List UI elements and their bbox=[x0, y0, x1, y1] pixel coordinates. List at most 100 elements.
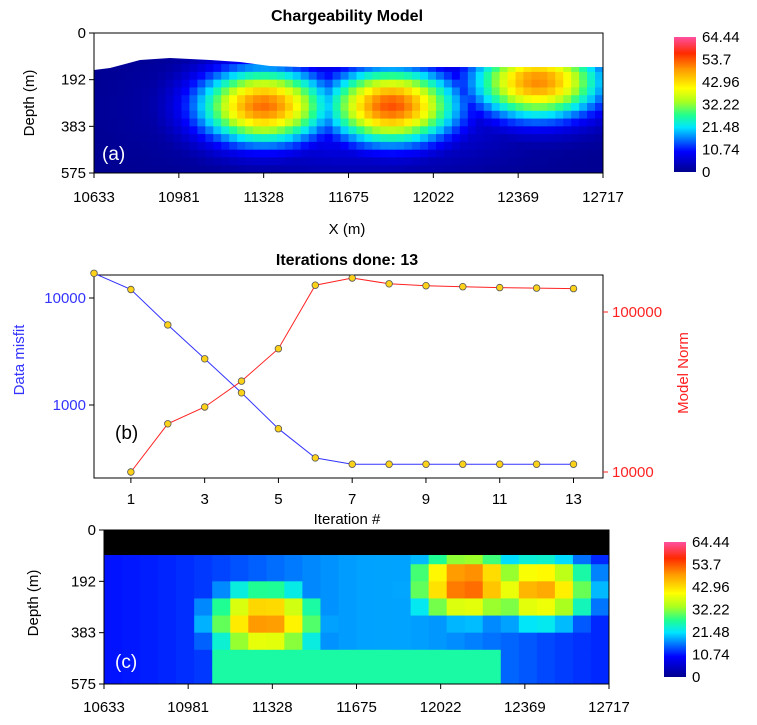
heatmap-cell bbox=[213, 56, 222, 65]
heatmap-cell bbox=[380, 118, 389, 127]
heatmap-cell bbox=[338, 598, 358, 617]
heatmap-cell bbox=[404, 79, 413, 89]
heatmap-cell bbox=[563, 141, 572, 151]
heatmap-cell bbox=[547, 126, 556, 135]
heatmap-cell bbox=[141, 149, 151, 159]
heatmap-cell bbox=[435, 103, 445, 112]
heatmap-cell bbox=[515, 157, 525, 166]
series-point-model-norm bbox=[274, 345, 283, 353]
heatmap-cell bbox=[499, 110, 509, 120]
heatmap-cell bbox=[396, 110, 405, 120]
heatmap-cell bbox=[595, 149, 603, 159]
heatmap-cell bbox=[266, 581, 285, 600]
heatmap-cell bbox=[165, 134, 175, 143]
panel-c-x-label: 11328 bbox=[252, 699, 293, 716]
heatmap-cell bbox=[595, 103, 603, 112]
heatmap-cell bbox=[292, 126, 302, 135]
panel-c-colorbar-label: 42.96 bbox=[692, 579, 730, 596]
heatmap-cell bbox=[587, 71, 596, 81]
heatmap-cell bbox=[348, 126, 358, 135]
heatmap-cell bbox=[388, 126, 397, 135]
heatmap-cell bbox=[554, 632, 574, 651]
heatmap-cell bbox=[491, 134, 501, 143]
heatmap-cell bbox=[324, 64, 334, 73]
heatmap-cell bbox=[340, 103, 350, 112]
heatmap-cell bbox=[157, 64, 167, 73]
heatmap-cell bbox=[173, 64, 183, 73]
heatmap-cell bbox=[248, 564, 267, 582]
heatmap-cell bbox=[554, 598, 574, 617]
heatmap-cell bbox=[181, 165, 191, 173]
panel-a-x-label: 12369 bbox=[497, 189, 539, 206]
heatmap-cell bbox=[475, 95, 485, 104]
heatmap-cell bbox=[284, 103, 294, 112]
series-point-model-norm bbox=[127, 468, 135, 476]
heatmap-cell bbox=[212, 615, 231, 634]
heatmap-cell bbox=[464, 564, 484, 582]
heatmap-cell bbox=[338, 615, 358, 634]
heatmap-cell bbox=[571, 141, 580, 151]
heatmap-cell bbox=[237, 134, 246, 143]
heatmap-cell bbox=[213, 165, 222, 173]
heatmap-cell bbox=[284, 118, 294, 127]
heatmap-cell bbox=[388, 157, 397, 166]
heatmap-cell bbox=[292, 134, 302, 143]
heatmap-cell bbox=[482, 632, 502, 651]
heatmap-cell bbox=[483, 157, 493, 166]
heatmap-cell bbox=[157, 118, 167, 127]
heatmap-cell bbox=[475, 64, 485, 73]
heatmap-cell bbox=[221, 79, 230, 89]
panel-c-x-ticks: 10633 10981 11328 11675 12022 12369 12717 bbox=[83, 684, 630, 716]
heatmap-cell bbox=[428, 564, 448, 582]
heatmap-cell bbox=[141, 64, 151, 73]
heatmap-cell bbox=[284, 666, 303, 684]
heatmap-cell bbox=[332, 95, 342, 104]
heatmap-cell bbox=[324, 103, 334, 112]
panel-b: Iterations done: 13 1 3 5 7 9 11 1310000100010… bbox=[11, 252, 692, 528]
heatmap-cell bbox=[467, 126, 477, 135]
heatmap-cell bbox=[149, 141, 159, 151]
panel-a-x-label: 12717 bbox=[582, 189, 624, 206]
heatmap-cell bbox=[587, 103, 596, 112]
heatmap-cell bbox=[197, 134, 206, 143]
heatmap-cell bbox=[197, 71, 206, 81]
heatmap-cell bbox=[374, 598, 394, 617]
heatmap-cell bbox=[117, 157, 127, 166]
panel-b-title: Iterations done: 13 bbox=[276, 252, 418, 269]
heatmap-cell bbox=[428, 95, 437, 104]
heatmap-cell bbox=[229, 149, 238, 159]
heatmap-cell bbox=[595, 79, 603, 89]
heatmap-cell bbox=[237, 71, 246, 81]
heatmap-cell bbox=[173, 87, 183, 96]
heatmap-cell bbox=[300, 79, 310, 89]
heatmap-cell bbox=[133, 110, 143, 120]
heatmap-cell bbox=[300, 110, 310, 120]
heatmap-cell bbox=[356, 157, 365, 166]
heatmap-cell bbox=[571, 118, 580, 127]
heatmap-cell bbox=[483, 71, 493, 81]
heatmap-cell bbox=[491, 110, 501, 120]
heatmap-cell bbox=[356, 126, 365, 135]
heatmap-cell bbox=[420, 118, 429, 127]
heatmap-cell bbox=[428, 110, 437, 120]
heatmap-cell bbox=[316, 134, 326, 143]
heatmap-cell bbox=[125, 165, 135, 173]
heatmap-cell bbox=[284, 110, 294, 120]
heatmap-cell bbox=[459, 87, 469, 96]
heatmap-cell bbox=[117, 141, 127, 151]
heatmap-cell bbox=[428, 87, 437, 96]
heatmap-cell bbox=[499, 64, 509, 73]
heatmap-cell bbox=[443, 126, 453, 135]
heatmap-cell bbox=[348, 118, 358, 127]
panel-a-x-label: 10981 bbox=[158, 189, 200, 206]
heatmap-cell bbox=[380, 165, 389, 173]
heatmap-cell bbox=[104, 632, 123, 651]
heatmap-cell bbox=[338, 649, 358, 668]
heatmap-cell bbox=[189, 141, 198, 151]
heatmap-cell bbox=[459, 95, 469, 104]
heatmap-cell bbox=[94, 95, 103, 104]
heatmap-cell bbox=[531, 64, 540, 73]
heatmap-cell bbox=[518, 666, 538, 684]
series-point-model-norm bbox=[422, 282, 430, 290]
heatmap-cell bbox=[300, 165, 310, 173]
